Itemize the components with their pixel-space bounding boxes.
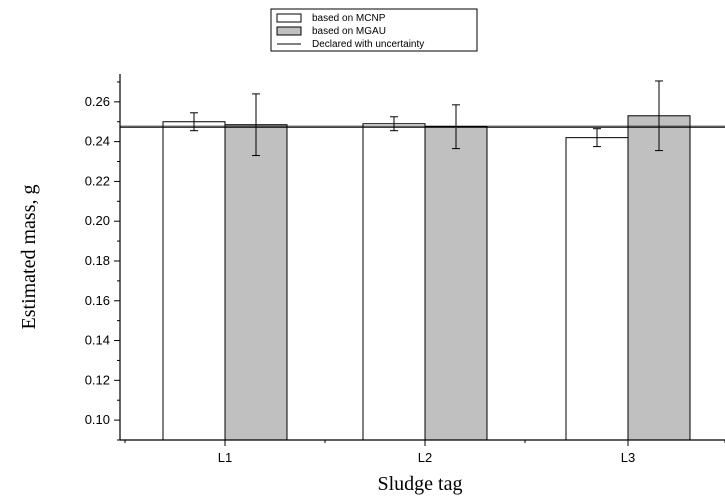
legend-swatch-mcnp bbox=[276, 13, 302, 23]
legend-box bbox=[270, 8, 478, 52]
y-tick-label: 0.12 bbox=[85, 372, 110, 387]
bar-mgau-l3 bbox=[627, 115, 691, 441]
y-axis-title: Estimated mass, g bbox=[18, 185, 40, 330]
legend-label-mgau: based on MGAU bbox=[312, 26, 386, 37]
bar-mcnp-l3 bbox=[565, 137, 629, 441]
chart-marks bbox=[120, 80, 725, 441]
x-ticks: L1 L2 L3 bbox=[124, 440, 725, 465]
bar-mgau-l1 bbox=[224, 124, 288, 441]
x-tick-label: L1 bbox=[218, 450, 232, 465]
y-tick-label: 0.22 bbox=[85, 173, 110, 188]
error-bar-mgau-l3 bbox=[655, 80, 663, 152]
y-tick-label: 0.20 bbox=[85, 213, 110, 228]
legend-label-mcnp: based on MCNP bbox=[312, 13, 386, 24]
y-tick-label: 0.14 bbox=[85, 333, 110, 348]
legend: based on MCNP based on MGAU Declared wit… bbox=[270, 8, 478, 52]
error-bar-mgau-l2 bbox=[452, 104, 460, 150]
error-bar-mgau-l1 bbox=[252, 93, 260, 157]
error-bar-mcnp-l3 bbox=[593, 128, 601, 148]
error-bar-mcnp-l1 bbox=[190, 112, 198, 132]
y-tick-label: 0.16 bbox=[85, 293, 110, 308]
error-bar-mcnp-l2 bbox=[390, 116, 398, 132]
y-tick-label: 0.24 bbox=[85, 134, 110, 149]
y-ticks: 0.10 0.12 0.14 0.16 0.18 0.20 0.22 0.24 0.26 bbox=[85, 81, 120, 441]
y-tick-label: 0.26 bbox=[85, 94, 110, 109]
bar-mgau-l2 bbox=[424, 126, 488, 441]
y-tick-label: 0.18 bbox=[85, 253, 110, 268]
bar-mcnp-l2 bbox=[362, 123, 426, 441]
x-tick-label: L3 bbox=[621, 450, 635, 465]
bar-mcnp-l1 bbox=[162, 121, 226, 441]
y-tick-label: 0.10 bbox=[85, 412, 110, 427]
x-axis-title: Sludge tag bbox=[378, 473, 463, 495]
legend-label-declared: Declared with uncertainty bbox=[312, 39, 424, 50]
axes bbox=[119, 74, 725, 441]
x-tick-label: L2 bbox=[418, 450, 432, 465]
legend-swatch-mgau bbox=[276, 26, 302, 36]
